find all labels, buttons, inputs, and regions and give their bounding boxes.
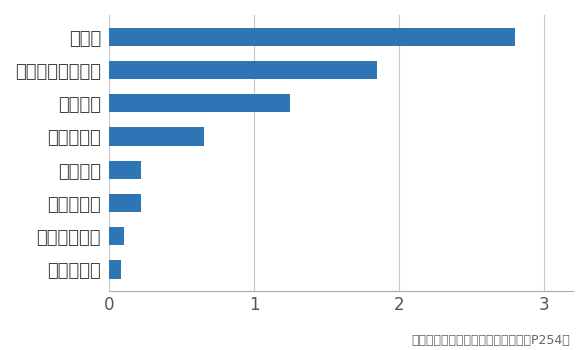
Bar <box>109 227 124 245</box>
Bar <box>109 28 515 46</box>
Text: 出典：イラストで見る獣医免疫学（P254）: 出典：イラストで見る獣医免疫学（P254） <box>412 334 570 346</box>
Bar <box>109 161 141 179</box>
Bar <box>109 127 203 146</box>
Bar <box>109 94 290 112</box>
Bar <box>109 61 377 79</box>
Bar <box>109 260 121 279</box>
Bar <box>109 194 141 212</box>
